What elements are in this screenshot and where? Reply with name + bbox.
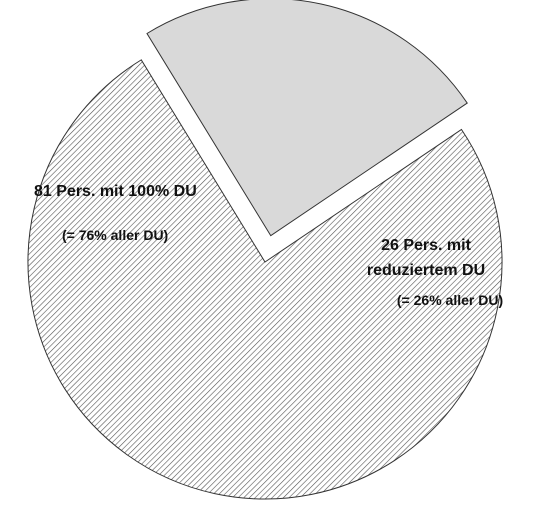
slice-2-label-line2: reduziertem DU [367, 262, 485, 279]
pie-slice-1 [27, 59, 503, 500]
slice-1-share-label: (= 76% aller DU) [62, 227, 168, 243]
slice-2-share-label: (= 26% aller DU) [397, 292, 503, 308]
slice-2-label-line1: 26 Pers. mit [381, 237, 472, 254]
pie-slice-2 [146, 0, 468, 237]
slice-1-label: 81 Pers. mit 100% DU [34, 183, 197, 200]
